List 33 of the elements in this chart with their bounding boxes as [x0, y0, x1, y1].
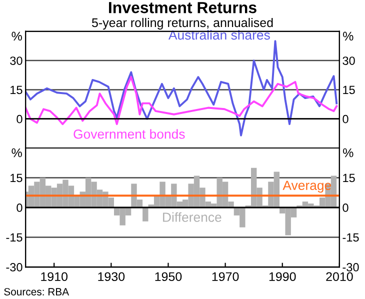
- y2-tick-label: -30: [342, 263, 359, 272]
- y2-axis-title: %: [343, 32, 354, 41]
- source-note: Sources: RBA: [4, 288, 70, 296]
- ref-line-label: Average: [282, 180, 332, 193]
- y-tick-label: 30: [10, 56, 22, 65]
- y2-tick-label: 15: [343, 174, 355, 182]
- y2-tick-label: 0: [342, 114, 348, 124]
- x-tick-label: 1930: [98, 272, 125, 282]
- x-tick-label: 1950: [155, 272, 182, 282]
- y2-tick-label: 15: [343, 86, 355, 94]
- series-label: Government bonds: [74, 129, 185, 139]
- series-label: Difference: [163, 212, 222, 222]
- y-tick-label: 0: [16, 204, 22, 212]
- x-tick-label: 1990: [269, 272, 296, 282]
- line-series: [26, 76, 338, 126]
- bar: [142, 208, 148, 222]
- x-tick-label: 2010: [326, 272, 353, 282]
- series-label: Australian shares: [168, 30, 270, 40]
- x-tick-label: 1910: [41, 272, 68, 282]
- y2-tick-label: 30: [342, 56, 355, 65]
- y-tick-label: -15: [6, 233, 22, 242]
- y2-tick-label: -15: [342, 233, 359, 242]
- y2-tick-label: 0: [342, 204, 348, 212]
- y-tick-label: 0: [16, 114, 22, 124]
- y-tick-label: 15: [10, 86, 22, 94]
- y-tick-label: 15: [10, 174, 22, 182]
- y-axis-title: %: [12, 32, 22, 41]
- x-tick-label: 1970: [212, 272, 239, 282]
- chart-title: Investment Returns: [109, 2, 256, 14]
- y-axis-title: %: [12, 148, 22, 158]
- chart-subtitle: 5-year rolling returns, annualised: [92, 18, 273, 30]
- y2-axis-title: %: [343, 148, 354, 158]
- y-tick-label: -30: [6, 263, 22, 272]
